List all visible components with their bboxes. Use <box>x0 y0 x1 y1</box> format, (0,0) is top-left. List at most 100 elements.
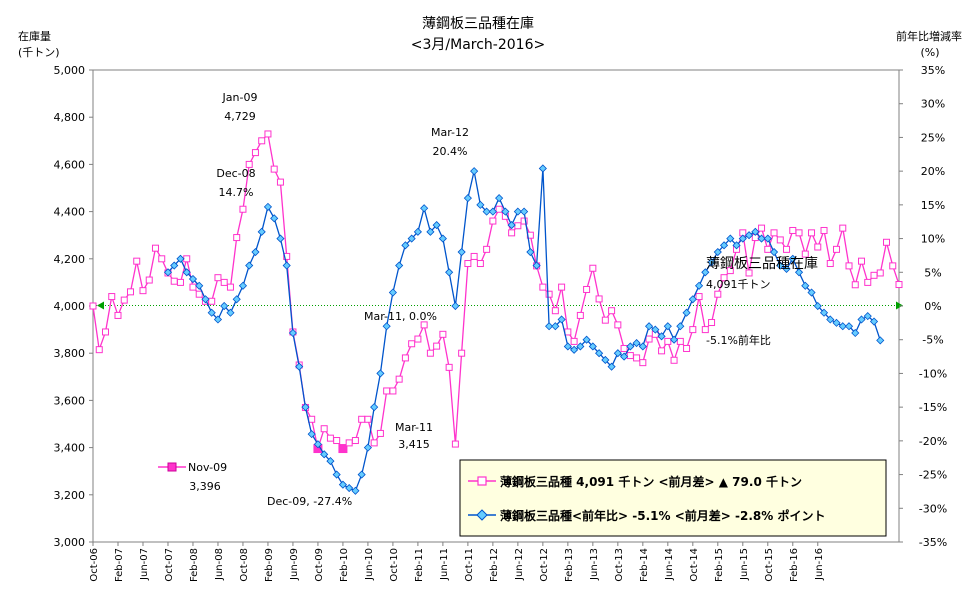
yoy-point <box>719 241 729 250</box>
y-left-tick-label: 4,400 <box>54 206 86 219</box>
stock-point <box>833 245 841 253</box>
yoy-point <box>851 328 860 338</box>
yoy-point <box>732 241 741 250</box>
yoy-point <box>470 167 479 176</box>
yoy-point <box>744 231 754 240</box>
stock-point <box>158 255 166 263</box>
yoy-point <box>395 261 404 270</box>
yoy-point <box>844 322 854 331</box>
x-tick-label: Feb-15 <box>714 548 725 582</box>
yoy-point <box>513 207 522 216</box>
annotation-dec09-yoy: Dec-09, -27.4% <box>267 495 352 508</box>
nov09-legend-marker <box>167 462 177 472</box>
stock-point <box>151 244 159 252</box>
y-right-tick-label: -20% <box>919 435 947 448</box>
stock-point <box>620 344 628 352</box>
yoy-point <box>819 308 829 317</box>
y-right-tick-label: -10% <box>919 367 947 380</box>
yoy-point <box>670 335 679 344</box>
yoy-point <box>595 349 604 358</box>
stock-point <box>208 297 216 305</box>
end-label-series-name: 薄鋼板三品種在庫 <box>706 255 818 272</box>
yoy-point <box>288 328 298 338</box>
stock-point <box>601 316 609 324</box>
stock-point <box>308 415 316 423</box>
yoy-point <box>163 268 173 277</box>
yoy-point <box>463 194 472 203</box>
yoy-point <box>238 281 248 290</box>
yoy-point <box>301 403 310 412</box>
annotation-nov09-label: Nov-09 <box>188 461 227 474</box>
yoy-point <box>688 295 697 304</box>
yoy-point <box>826 315 835 324</box>
stock-point <box>701 326 709 334</box>
yoy-point <box>345 483 354 493</box>
stock-point <box>826 260 834 268</box>
stock-point <box>570 337 578 345</box>
yoy-point <box>370 403 379 412</box>
yoy-point <box>307 430 316 439</box>
stock-point <box>564 328 572 336</box>
stock-point <box>370 439 378 447</box>
stock-point <box>789 226 797 234</box>
stock-point <box>139 287 147 295</box>
stock-point <box>676 337 684 345</box>
stock-point <box>895 281 903 289</box>
yoy-point <box>620 352 629 361</box>
stock-point <box>664 337 672 345</box>
y-right-tick-label: 35% <box>921 64 945 77</box>
stock-point <box>764 245 772 253</box>
stock-point <box>120 296 128 304</box>
yoy-point <box>488 207 497 216</box>
x-tick-label: Oct-08 <box>239 548 250 582</box>
stock-point <box>358 415 366 423</box>
stock-point <box>545 290 553 298</box>
stock-point <box>133 257 141 265</box>
stock-point <box>870 271 878 279</box>
yoy-point <box>320 450 329 459</box>
yoy-point <box>626 342 635 351</box>
chart-title: 薄鋼板三品種在庫 <box>422 15 534 32</box>
yoy-point <box>388 288 397 297</box>
y-left-tick-label: 3,600 <box>54 394 86 407</box>
stock-point <box>408 340 416 348</box>
yoy-point <box>570 345 579 354</box>
y-right-tick-label: 5% <box>924 266 941 279</box>
y-right-tick-label: 20% <box>921 165 945 178</box>
yoy-point <box>270 214 279 223</box>
stock-point <box>820 226 828 234</box>
stock-point <box>401 354 409 362</box>
x-tick-label: Oct-09 <box>314 548 325 582</box>
annotation-jan09-label: Jan-09 <box>222 91 258 104</box>
stock-point <box>239 205 247 213</box>
x-tick-label: Feb-07 <box>114 548 125 582</box>
chart-subtitle: <3月/March-2016> <box>411 37 545 53</box>
yoy-point <box>457 247 466 257</box>
stock-point <box>695 293 703 301</box>
x-tick-label: Jun-11 <box>439 548 450 581</box>
y-left-tick-label: 4,200 <box>54 253 86 266</box>
series-yoy <box>163 164 885 495</box>
stock-point <box>670 356 678 364</box>
stock-point <box>483 245 491 253</box>
x-tick-label: Feb-12 <box>489 548 500 582</box>
x-tick-label: Jun-13 <box>589 548 600 581</box>
stock-point <box>608 307 616 315</box>
yoy-point <box>338 480 347 489</box>
legend-stock-marker <box>477 476 487 486</box>
yoy-point <box>713 247 722 257</box>
stock-point <box>458 349 466 357</box>
annotation-dec08-label: Dec-08 <box>216 167 255 180</box>
yoy-point <box>382 322 391 331</box>
yoy-point <box>857 315 866 324</box>
annotation-jan09-value: 4,729 <box>224 110 256 123</box>
yoy-point <box>557 315 566 324</box>
stock-point <box>195 290 203 298</box>
stock-point <box>258 137 266 145</box>
yoy-point <box>170 261 179 270</box>
yoy-point <box>495 194 504 203</box>
yoy-point <box>751 227 760 236</box>
stock-point <box>89 302 97 310</box>
stock-point <box>476 260 484 268</box>
